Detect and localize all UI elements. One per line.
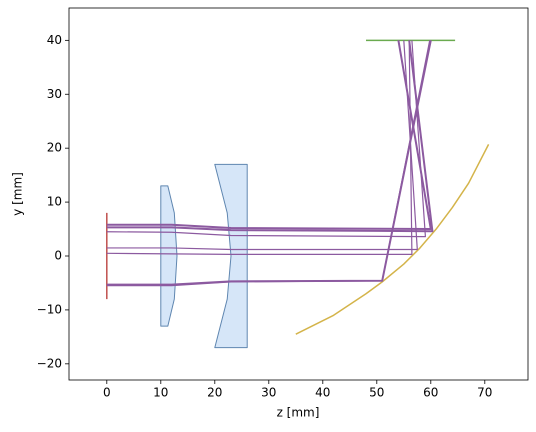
ray-line xyxy=(106,40,426,238)
x-axis-label: z [mm] xyxy=(277,406,320,420)
ray-line xyxy=(295,144,490,335)
y-tick-label: 40 xyxy=(47,33,62,47)
y-axis-label: y [mm] xyxy=(11,172,25,216)
y-tick-label: 10 xyxy=(47,195,62,209)
x-tick-label: 10 xyxy=(153,386,168,400)
ray-line xyxy=(106,40,431,287)
x-tick-label: 20 xyxy=(207,386,222,400)
x-tick-label: 30 xyxy=(261,386,276,400)
y-tick-label: 30 xyxy=(47,87,62,101)
x-tick-label: 0 xyxy=(103,386,111,400)
x-tick-label: 70 xyxy=(477,386,492,400)
ray-line xyxy=(106,40,418,251)
x-tick-label: 60 xyxy=(423,386,438,400)
x-tick-label: 40 xyxy=(315,386,330,400)
y-tick-label: −20 xyxy=(37,356,62,370)
plot-frame xyxy=(68,7,529,381)
x-tick-label: 50 xyxy=(369,386,384,400)
ray-line xyxy=(106,40,434,233)
y-tick-label: −10 xyxy=(37,302,62,316)
y-tick-label: 0 xyxy=(54,249,62,263)
ray-line xyxy=(106,40,413,255)
lens xyxy=(214,163,248,349)
ray-line xyxy=(106,40,432,231)
lens xyxy=(160,185,178,327)
y-tick-label: 20 xyxy=(47,141,62,155)
